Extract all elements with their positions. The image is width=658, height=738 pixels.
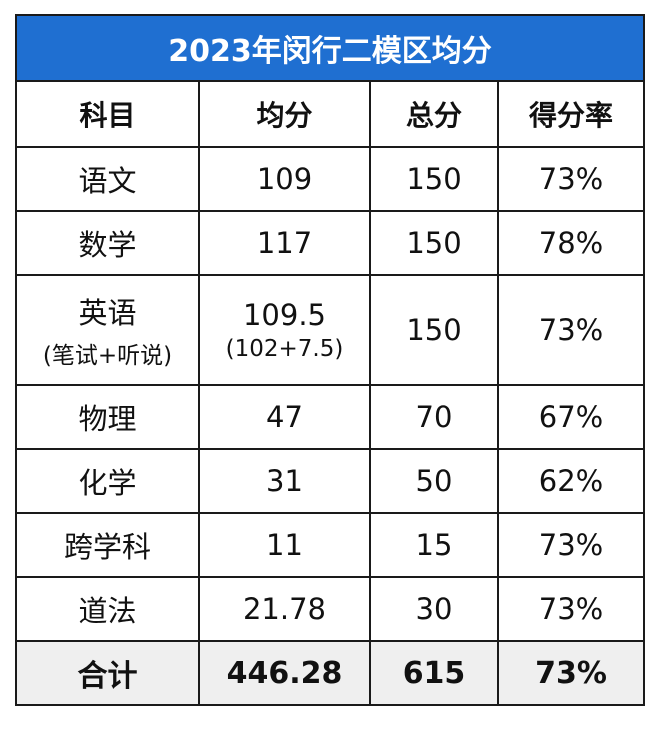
table-title: 2023年闵行二模区均分 xyxy=(15,14,645,82)
table-row: 物理 47 70 67% xyxy=(15,384,645,450)
table-title-row: 2023年闵行二模区均分 xyxy=(15,14,645,82)
table-header-row: 科目 均分 总分 得分率 xyxy=(15,80,645,148)
cell-subject: 英语 (笔试+听说) xyxy=(15,274,200,386)
score-table: 2023年闵行二模区均分 科目 均分 总分 得分率 语文 109 150 73%… xyxy=(15,14,645,706)
cell-subject: 数学 xyxy=(15,210,200,276)
score-table-container: 2023年闵行二模区均分 科目 均分 总分 得分率 语文 109 150 73%… xyxy=(15,14,645,706)
cell-total: 150 xyxy=(369,146,499,212)
cell-average: 21.78 xyxy=(198,576,371,642)
header-total: 总分 xyxy=(369,80,499,148)
header-average: 均分 xyxy=(198,80,371,148)
cell-total: 30 xyxy=(369,576,499,642)
cell-rate: 73% xyxy=(497,576,645,642)
cell-subject: 道法 xyxy=(15,576,200,642)
header-rate: 得分率 xyxy=(497,80,645,148)
table-row: 跨学科 11 15 73% xyxy=(15,512,645,578)
cell-average: 109 xyxy=(198,146,371,212)
summary-rate: 73% xyxy=(497,640,645,706)
table-row: 化学 31 50 62% xyxy=(15,448,645,514)
cell-rate: 78% xyxy=(497,210,645,276)
cell-total: 15 xyxy=(369,512,499,578)
table-row: 数学 117 150 78% xyxy=(15,210,645,276)
cell-rate: 73% xyxy=(497,146,645,212)
subject-note: (笔试+听说) xyxy=(42,343,173,369)
cell-subject: 语文 xyxy=(15,146,200,212)
cell-average: 11 xyxy=(198,512,371,578)
cell-total: 50 xyxy=(369,448,499,514)
cell-rate: 67% xyxy=(497,384,645,450)
summary-row: 合计 446.28 615 73% xyxy=(15,640,645,706)
cell-average: 109.5 (102+7.5) xyxy=(198,274,371,386)
cell-rate: 73% xyxy=(497,512,645,578)
cell-average: 31 xyxy=(198,448,371,514)
cell-average: 117 xyxy=(198,210,371,276)
cell-subject: 物理 xyxy=(15,384,200,450)
cell-total: 70 xyxy=(369,384,499,450)
cell-total: 150 xyxy=(369,210,499,276)
cell-subject: 跨学科 xyxy=(15,512,200,578)
summary-total: 615 xyxy=(369,640,499,706)
subject-label: 英语 xyxy=(78,296,137,330)
summary-label: 合计 xyxy=(15,640,200,706)
table-row: 英语 (笔试+听说) 109.5 (102+7.5) 150 73% xyxy=(15,274,645,386)
cell-subject: 化学 xyxy=(15,448,200,514)
header-subject: 科目 xyxy=(15,80,200,148)
summary-average: 446.28 xyxy=(198,640,371,706)
average-value: 109.5 xyxy=(242,298,327,332)
cell-average: 47 xyxy=(198,384,371,450)
table-row: 道法 21.78 30 73% xyxy=(15,576,645,642)
cell-rate: 62% xyxy=(497,448,645,514)
average-note: (102+7.5) xyxy=(225,336,344,362)
cell-total: 150 xyxy=(369,274,499,386)
cell-rate: 73% xyxy=(497,274,645,386)
table-row: 语文 109 150 73% xyxy=(15,146,645,212)
